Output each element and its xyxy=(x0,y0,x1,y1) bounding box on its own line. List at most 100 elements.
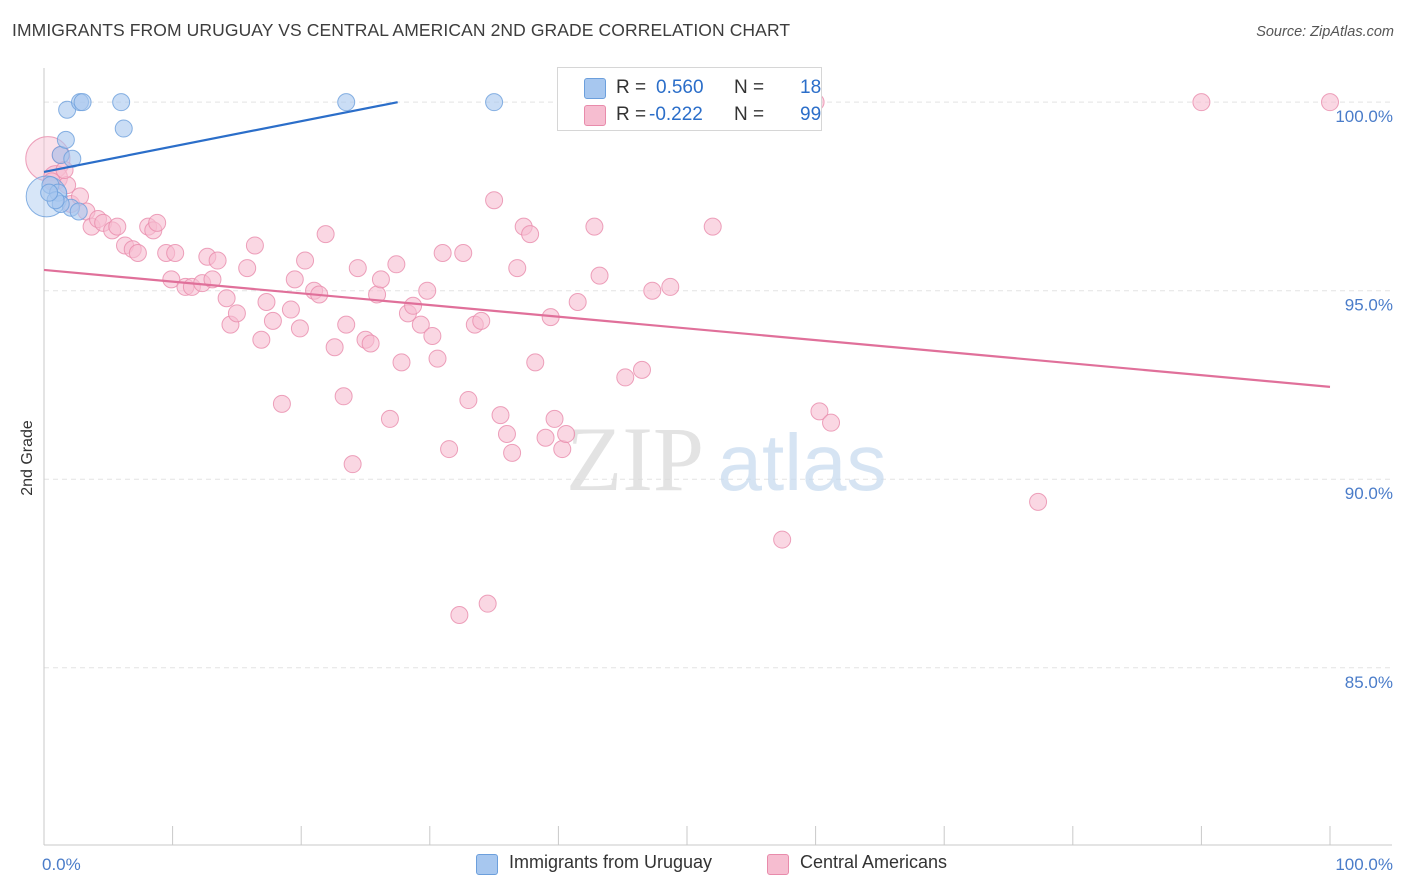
data-point xyxy=(69,202,88,221)
data-point xyxy=(56,130,75,149)
y-tick-label: 95.0% xyxy=(1345,296,1393,315)
data-point xyxy=(343,455,362,474)
grid-lines xyxy=(44,101,1392,669)
data-point xyxy=(478,594,497,613)
data-point xyxy=(536,428,555,447)
data-point xyxy=(703,217,722,236)
data-point xyxy=(485,93,504,112)
legend-swatch-pink xyxy=(584,105,606,126)
data-point xyxy=(108,217,127,236)
data-point xyxy=(203,270,222,289)
data-point xyxy=(325,338,344,357)
data-point xyxy=(238,259,257,278)
data-point xyxy=(454,243,473,262)
data-point xyxy=(418,281,437,300)
data-point xyxy=(263,311,282,330)
data-point xyxy=(252,330,271,349)
data-point xyxy=(128,243,147,262)
data-point xyxy=(433,243,452,262)
data-point xyxy=(590,266,609,285)
watermark-zip: ZIP xyxy=(566,408,704,510)
bottom-legend-label: Immigrants from Uruguay xyxy=(509,852,713,872)
data-point xyxy=(245,236,264,255)
data-point xyxy=(472,311,491,330)
data-point xyxy=(440,440,459,459)
legend-r-value: 0.560 xyxy=(656,77,704,98)
data-point xyxy=(810,402,829,421)
correlation-legend: R = 0.560 N = 18 R = -0.222 N = 99 xyxy=(557,67,822,131)
bottom-legend-swatch-pink xyxy=(767,854,789,875)
legend-n-value: 99 xyxy=(800,104,822,125)
legend-r-label: R = xyxy=(616,77,647,98)
data-point xyxy=(491,406,510,425)
watermark-atlas: atlas xyxy=(718,418,887,507)
data-point xyxy=(166,243,185,262)
x-tick-label: 100.0% xyxy=(1335,855,1393,874)
data-point xyxy=(497,424,516,443)
source-label: Source: ZipAtlas.com xyxy=(1256,24,1394,40)
central-americans-points xyxy=(25,93,1339,624)
data-point xyxy=(585,217,604,236)
data-point xyxy=(411,315,430,334)
data-point xyxy=(1192,93,1211,112)
data-point xyxy=(773,530,792,549)
data-point xyxy=(661,277,680,296)
data-point xyxy=(545,409,564,428)
data-point xyxy=(272,394,291,413)
data-point xyxy=(521,225,540,244)
data-point xyxy=(73,93,92,112)
y-tick-label: 85.0% xyxy=(1345,673,1393,692)
chart-title: IMMIGRANTS FROM URUGUAY VS CENTRAL AMERI… xyxy=(12,20,791,40)
data-point xyxy=(337,315,356,334)
data-point xyxy=(387,255,406,274)
data-point xyxy=(643,281,662,300)
x-tick-label: 0.0% xyxy=(42,855,81,874)
tick-labels: 85.0% 90.0% 95.0% 100.0% 0.0% 100.0% xyxy=(42,107,1393,874)
data-point xyxy=(428,349,447,368)
y-tick-label: 90.0% xyxy=(1345,484,1393,503)
data-point xyxy=(1029,492,1048,511)
data-points xyxy=(25,93,1339,624)
data-point xyxy=(508,259,527,278)
data-point xyxy=(557,424,576,443)
data-point xyxy=(632,360,651,379)
legend-swatch-blue xyxy=(584,78,606,99)
legend-n-label: N = xyxy=(734,104,765,125)
data-point xyxy=(217,289,236,308)
data-point xyxy=(459,391,478,410)
data-point xyxy=(526,353,545,372)
y-tick-label: 100.0% xyxy=(1335,107,1393,126)
data-point xyxy=(361,334,380,353)
bottom-legend-label: Central Americans xyxy=(800,852,948,872)
data-point xyxy=(485,191,504,210)
data-point xyxy=(296,251,315,270)
data-point xyxy=(285,270,304,289)
data-point xyxy=(568,293,587,312)
data-point xyxy=(257,293,276,312)
y-axis-label: 2nd Grade xyxy=(19,420,36,496)
data-point xyxy=(616,368,635,387)
data-point xyxy=(1321,93,1339,112)
data-point xyxy=(40,183,59,202)
central-americans-trend-line xyxy=(43,268,1331,388)
data-point xyxy=(822,413,841,432)
legend-r-value: -0.222 xyxy=(649,104,703,125)
data-point xyxy=(404,296,423,315)
legend-n-value: 18 xyxy=(800,77,822,98)
data-point xyxy=(112,93,131,112)
data-point xyxy=(450,605,469,624)
legend-r-label: R = xyxy=(616,104,647,125)
data-point xyxy=(114,119,133,138)
data-point xyxy=(148,213,167,232)
data-point xyxy=(208,251,227,270)
data-point xyxy=(553,440,572,459)
data-point xyxy=(392,353,411,372)
data-point xyxy=(503,443,522,462)
data-point xyxy=(380,409,399,428)
data-point xyxy=(162,270,181,289)
data-point xyxy=(316,225,335,244)
data-point xyxy=(348,259,367,278)
data-point xyxy=(334,387,353,406)
data-point xyxy=(290,319,309,338)
